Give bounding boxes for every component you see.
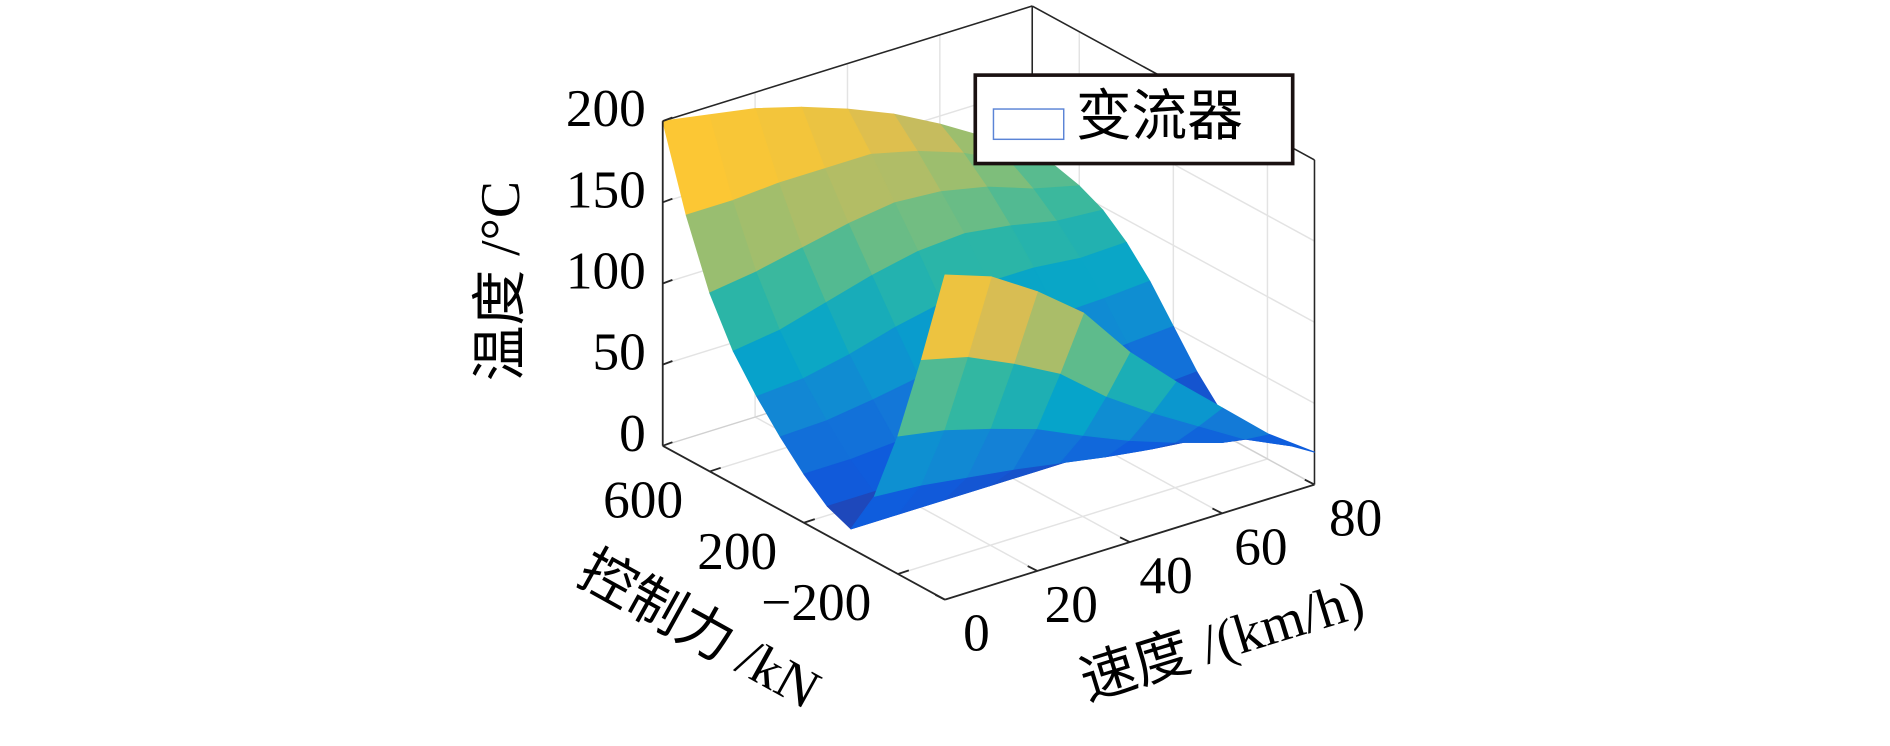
x-tick	[1119, 536, 1131, 543]
y-tick-label: 600	[603, 471, 683, 530]
x-tick	[1027, 565, 1038, 572]
x-tick-label: 0	[963, 604, 990, 663]
x-tick-label: 40	[1139, 546, 1192, 605]
box-edge	[662, 5, 1033, 122]
legend-label: 变流器	[1076, 86, 1243, 148]
x-tick	[934, 594, 946, 601]
surface-patch	[920, 274, 992, 361]
z-axis-label: 温度 /°C	[470, 181, 532, 381]
z-tick	[662, 116, 673, 122]
legend-swatch	[992, 108, 1065, 141]
x-tick-label: 60	[1234, 517, 1287, 576]
y-tick	[897, 569, 910, 575]
z-tick-label: 0	[619, 404, 646, 463]
z-tick	[662, 360, 673, 366]
legend: 变流器	[973, 73, 1295, 166]
y-tick-label: 200	[697, 522, 777, 581]
x-tick-label: 20	[1045, 575, 1098, 634]
z-tick	[662, 441, 673, 447]
z-tick	[662, 197, 673, 204]
z-tick	[662, 278, 673, 285]
y-tick	[709, 466, 721, 473]
z-tick-label: 50	[592, 323, 645, 382]
x-tick	[1212, 507, 1223, 515]
y-tick	[803, 518, 816, 524]
z-tick-label: 150	[566, 160, 646, 219]
x-tick	[1304, 478, 1315, 486]
x-tick-label: 80	[1329, 489, 1382, 548]
y-tick-label: −200	[761, 573, 871, 632]
surface	[662, 106, 1315, 530]
z-tick-label: 100	[566, 241, 646, 300]
z-tick-label: 200	[566, 79, 646, 138]
x-axis-label: 速度 /(km/h)	[1073, 568, 1371, 713]
grid-line	[897, 458, 1268, 575]
